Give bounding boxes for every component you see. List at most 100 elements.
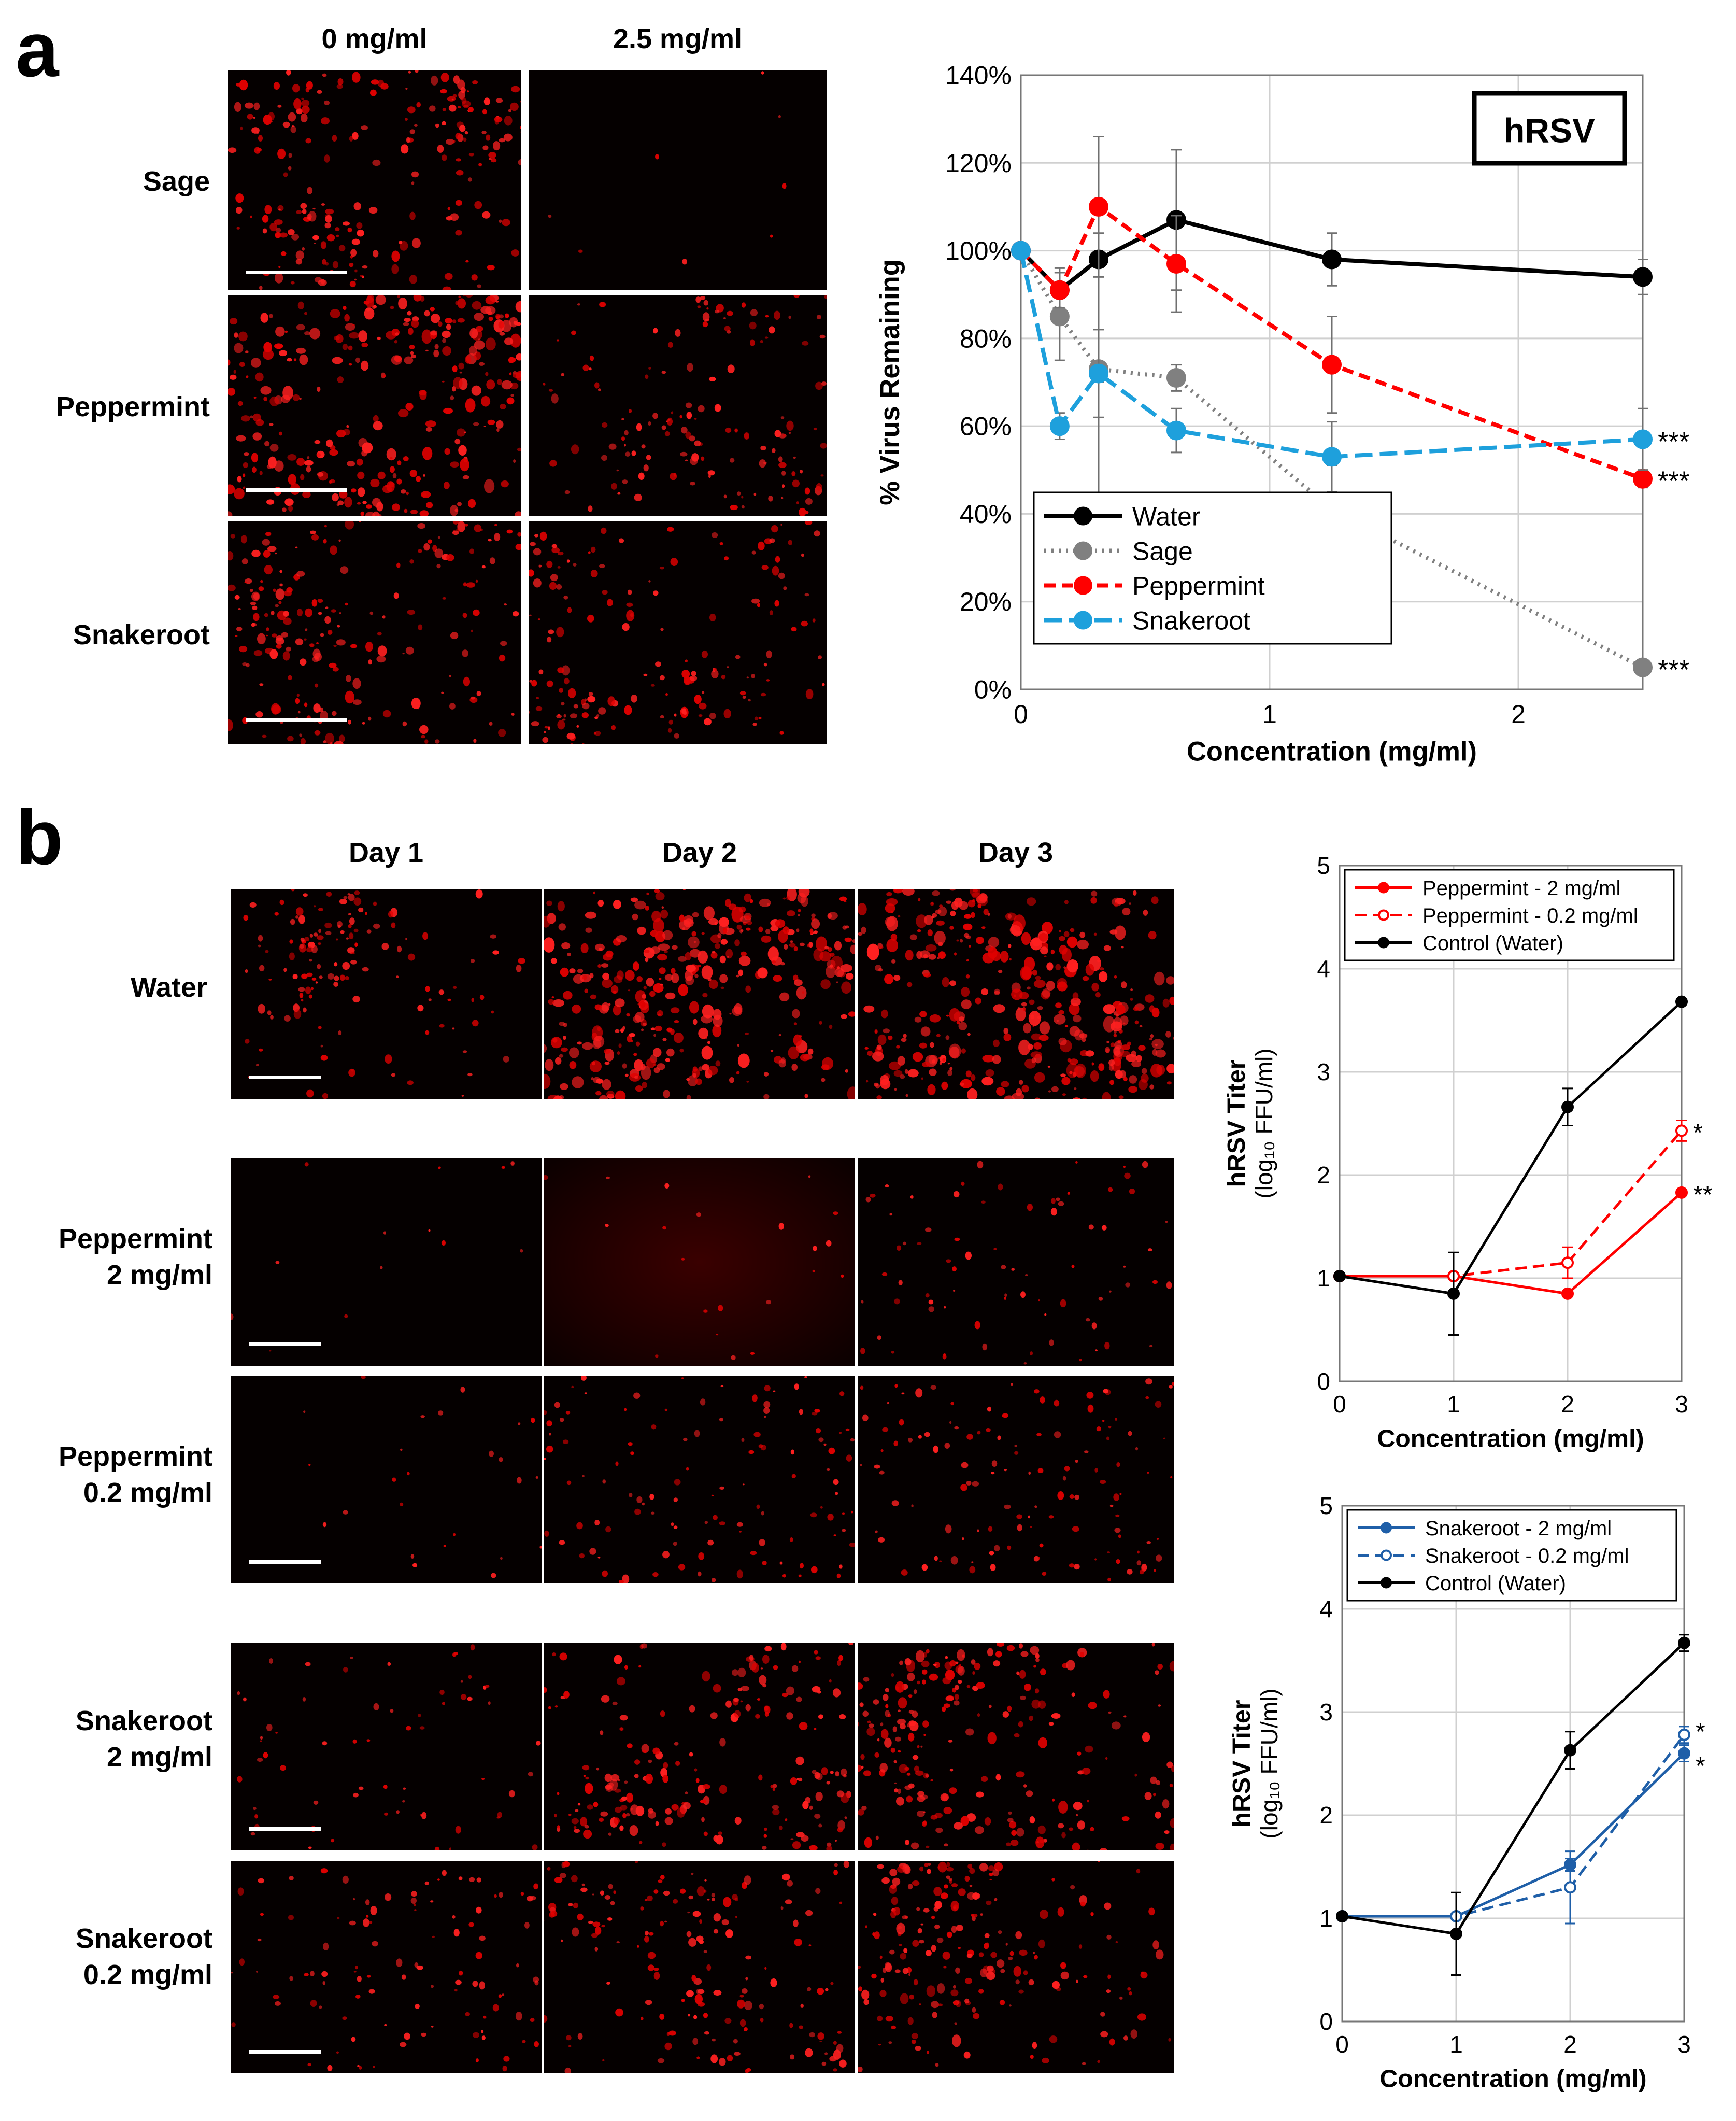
cell-spot [354,942,358,947]
cell-spot [398,297,407,310]
cell-spot [927,1084,936,1095]
cell-spot [1058,1823,1064,1829]
cell-spot [688,936,700,949]
cell-spot [636,423,642,431]
cell-spot [615,998,625,1008]
cell-spot [698,405,705,413]
cell-spot [1014,1451,1019,1455]
cell-spot [1155,1049,1166,1058]
cell-spot [511,249,519,257]
cell-spot [939,904,943,908]
cell-spot [481,2029,484,2033]
cell-spot [920,1026,931,1037]
cell-spot [267,1010,272,1015]
cell-spot [236,435,246,442]
cell-spot [1116,1462,1120,1467]
cell-spot [901,1392,905,1395]
cell-spot [809,928,814,934]
cell-spot [585,1776,589,1780]
cell-spot [1111,1721,1121,1730]
cell-spot [448,104,457,112]
cell-spot [252,605,258,610]
cell-spot [348,719,351,725]
cell-spot [1052,1798,1055,1802]
cell-spot [1069,1827,1074,1831]
cell-spot [1134,1020,1139,1025]
cell-spot [546,680,553,687]
cell-spot [744,893,751,902]
cell-spot [648,1811,656,1819]
cell-spot [772,1784,777,1788]
cell-spot [1012,1092,1024,1099]
cell-spot [325,606,329,609]
cell-spot [482,109,487,115]
cell-spot [829,1679,832,1683]
cell-spot [1078,1944,1083,1949]
cell-spot [282,651,290,661]
cell-spot [990,1472,995,1475]
cell-spot [410,351,414,355]
cell-spot [724,326,731,332]
cell-spot [621,436,625,441]
cell-spot [228,511,233,516]
legend-label: Water [1132,502,1201,531]
cell-spot [666,1048,675,1057]
cell-spot [839,1901,843,1904]
cell-spot [318,279,327,286]
cell-spot [813,1246,817,1251]
cell-spot [472,1020,479,1027]
x-tick-label: 1 [1449,2031,1463,2058]
cell-spot [719,1785,727,1794]
cell-spot [354,890,360,895]
cell-spot [811,1566,818,1574]
cell-spot [446,554,454,561]
cell-spot [899,1419,904,1426]
cell-spot [496,317,499,320]
cell-spot [1015,1931,1022,1940]
cell-spot [396,562,401,568]
cell-spot [499,138,505,143]
cell-spot [597,899,604,907]
cell-spot [288,166,292,171]
cell-spot [662,1226,666,1230]
cell-spot [885,903,895,913]
cell-spot [885,1710,890,1717]
cell-spot [405,938,408,940]
cell-spot [425,1030,430,1035]
cell-spot [314,730,321,736]
cell-spot [300,937,305,942]
cell-spot [1106,1934,1112,1940]
cell-spot [362,501,367,504]
cell-spot [1057,1907,1064,1917]
cell-spot [1131,1060,1142,1067]
cell-spot [601,1002,610,1012]
cell-spot [310,2000,317,2007]
cell-spot [453,377,463,389]
cell-spot [317,386,321,392]
cell-spot [1032,969,1037,976]
cell-spot [485,337,496,351]
cell-spot [346,425,349,428]
cell-spot [958,1888,966,1896]
cell-spot [881,1877,890,1884]
cell-spot [1062,1476,1066,1481]
cell-spot [925,1950,932,1956]
cell-spot [972,899,975,902]
cell-spot [1049,2035,1058,2043]
cell-spot [811,918,820,929]
cell-spot [568,2045,572,2048]
cell-spot [712,1024,722,1038]
x-tick-label: 2 [1563,2031,1577,2058]
cell-spot [638,472,645,480]
cell-spot [699,702,707,710]
cell-spot [292,84,300,93]
cell-spot [843,1774,847,1778]
cell-spot [1105,1047,1111,1053]
cell-spot [885,1962,891,1970]
cell-spot [787,1880,793,1887]
cell-spot [711,1893,715,1898]
cell-spot [454,1988,458,1992]
cell-spot [664,1920,667,1923]
cell-spot [572,1927,579,1937]
cell-spot [228,359,231,366]
